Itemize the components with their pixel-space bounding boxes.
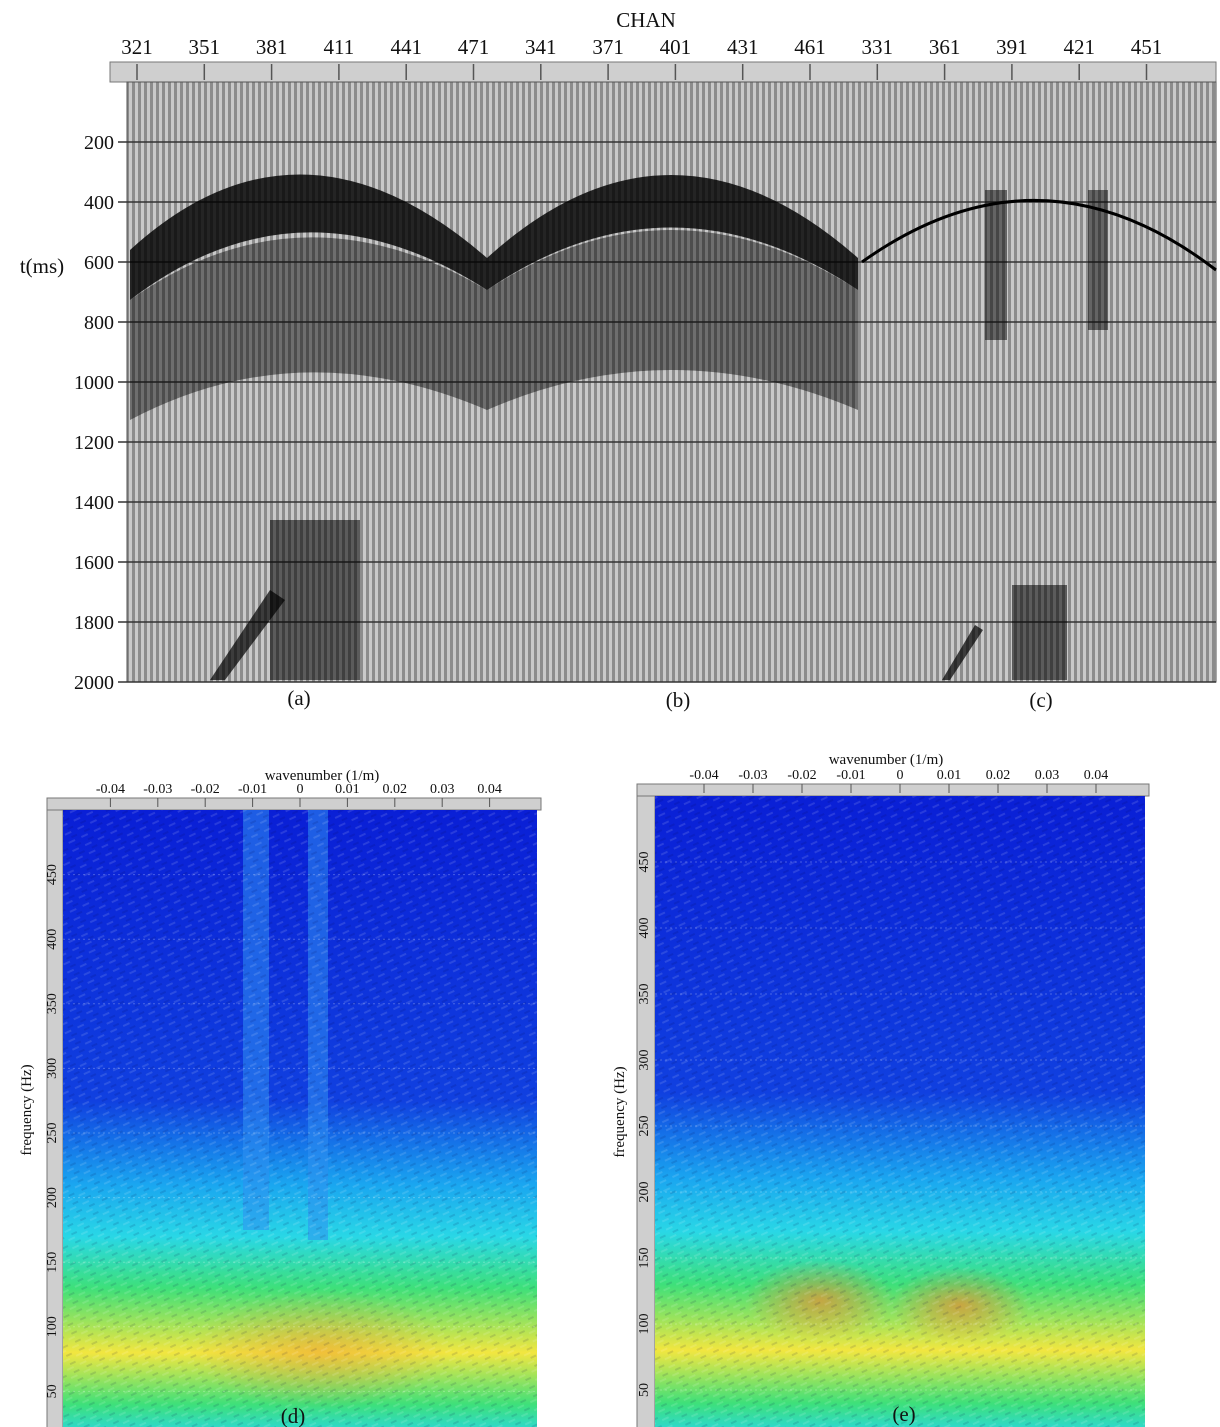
y-tick-label: 200 (45, 1187, 60, 1208)
event-arch-c (861, 198, 1217, 272)
x-tick-label: 371 (592, 35, 624, 59)
event-ground-roll-a-linear (210, 590, 285, 680)
seismic-panel: CHAN 321 351 381 411 441 471 341 371 401 431 461 33… (20, 8, 1217, 712)
event-noise-c2 (1088, 190, 1108, 330)
x-tick-label: 421 (1063, 35, 1095, 59)
sub-label-a: (a) (287, 686, 310, 710)
y-tick-label: 600 (84, 252, 114, 274)
event-reflections-a (130, 237, 487, 420)
y-tick-label: 200 (637, 1182, 652, 1203)
event-ground-roll-c-linear (942, 625, 983, 680)
x-tick-label: -0.03 (738, 768, 767, 783)
x-tick-label: -0.02 (191, 782, 220, 797)
y-tick-label: 1800 (74, 612, 114, 634)
x-tick-label: 391 (996, 35, 1028, 59)
x-tick-label: 331 (862, 35, 894, 59)
sub-label-b: (b) (666, 688, 691, 712)
event-arch-a (130, 174, 487, 300)
y-axis-title: t(ms) (20, 254, 64, 278)
x-tick-label: -0.01 (836, 768, 865, 783)
x-tick-label: 341 (525, 35, 557, 59)
x-tick-label: 0 (897, 768, 904, 783)
x-tick-label: 461 (794, 35, 826, 59)
x-tick-labels: 321 351 381 411 441 471 341 371 401 431 461 331 361 3… (121, 35, 1162, 59)
y-tick-label: 450 (637, 852, 652, 873)
y-tick-label: 200 (84, 132, 114, 154)
y-tick-label: 250 (45, 1123, 60, 1144)
x-tick-label: 0.03 (430, 782, 455, 797)
y-tick-label: 300 (637, 1050, 652, 1071)
y-axis-title-d: frequency (Hz) (19, 1064, 35, 1155)
y-tick-label: 250 (637, 1116, 652, 1137)
y-tick-label: 300 (45, 1058, 60, 1079)
y-tick-label: 450 (45, 864, 60, 885)
y-tick-label: 100 (637, 1314, 652, 1335)
x-tick-label: 401 (660, 35, 692, 59)
x-tick-label: -0.02 (787, 768, 816, 783)
event-reflections-b (487, 230, 858, 410)
x-axis-title: CHAN (616, 8, 676, 32)
y-tick-labels-d: 50 100 150 200 250 300 350 400 450 (45, 864, 537, 1398)
x-tick-label: 351 (189, 35, 221, 59)
x-tick-label: 0.03 (1035, 768, 1060, 783)
y-tick-label: 400 (45, 929, 60, 950)
y-tick-labels: 200 400 600 800 1000 1200 1400 1600 1800 2000 (74, 132, 127, 694)
x-tick-label: 471 (458, 35, 490, 59)
y-tick-label: 50 (45, 1384, 60, 1398)
y-tick-label: 1600 (74, 552, 114, 574)
x-tick-label: 0.02 (383, 782, 408, 797)
event-ground-roll-c (1012, 585, 1067, 680)
x-tick-label: 321 (121, 35, 153, 59)
top-ruler (109, 61, 1217, 83)
y-tick-label: 800 (84, 312, 114, 334)
sub-label-c: (c) (1029, 688, 1052, 712)
y-tick-label: 400 (84, 192, 114, 214)
x-tick-labels-e: -0.04 -0.03 -0.02 -0.01 0 0.01 0.02 0.03 0.04 (689, 768, 1108, 793)
x-axis-title-e: wavenumber (1/m) (829, 752, 944, 768)
y-tick-label: 350 (45, 993, 60, 1014)
x-tick-label: -0.04 (96, 782, 125, 797)
y-tick-labels-e: 50 100 150 200 250 300 350 400 450 (637, 852, 1145, 1397)
ruler-d (46, 797, 542, 811)
x-tick-label: 411 (324, 35, 355, 59)
spectrum-panel-e: wavenumber (1/m) -0.04 -0.03 -0.02 -0.01 0 0.… (612, 752, 1150, 1427)
x-tick-label: 0.04 (477, 782, 502, 797)
sub-label-e: (e) (892, 1402, 915, 1426)
x-tick-label: 0.01 (335, 782, 360, 797)
x-tick-label: 0.01 (937, 768, 962, 783)
event-arch-b (487, 175, 858, 290)
sub-label-d: (d) (281, 1404, 306, 1427)
x-tick-label: 361 (929, 35, 961, 59)
x-tick-label: 381 (256, 35, 288, 59)
x-tick-label: 441 (390, 35, 422, 59)
seismic-events (130, 174, 1217, 680)
y-tick-label: 2000 (74, 672, 114, 694)
ruler-ticks (136, 64, 1148, 80)
x-tick-label: 0.02 (986, 768, 1011, 783)
ruler-e (636, 783, 1150, 797)
spectrum-panel-d: wavenumber (1/m) -0.04 -0.03 -0.02 -0.01 0 0.… (19, 768, 542, 1427)
x-tick-label: 0.04 (1084, 768, 1109, 783)
y-tick-label: 150 (45, 1252, 60, 1273)
y-tick-label: 1200 (74, 432, 114, 454)
x-tick-label: -0.04 (689, 768, 718, 783)
x-tick-label: 451 (1131, 35, 1163, 59)
event-noise-c1 (985, 190, 1007, 340)
x-tick-label: 0 (297, 782, 304, 797)
y-tick-label: 350 (637, 984, 652, 1005)
y-tick-label: 150 (637, 1248, 652, 1269)
y-tick-label: 1400 (74, 492, 114, 514)
x-axis-title-d: wavenumber (1/m) (265, 768, 380, 784)
y-tick-label: 400 (637, 918, 652, 939)
y-tick-label: 50 (637, 1383, 652, 1397)
y-tick-label: 1000 (74, 372, 114, 394)
y-axis-title-e: frequency (Hz) (612, 1066, 628, 1157)
x-tick-labels-d: -0.04 -0.03 -0.02 -0.01 0 0.01 0.02 0.03 0.04 (96, 782, 502, 807)
x-tick-label: -0.01 (238, 782, 267, 797)
x-tick-label: 431 (727, 35, 759, 59)
y-tick-label: 100 (45, 1316, 60, 1337)
x-tick-label: -0.03 (143, 782, 172, 797)
